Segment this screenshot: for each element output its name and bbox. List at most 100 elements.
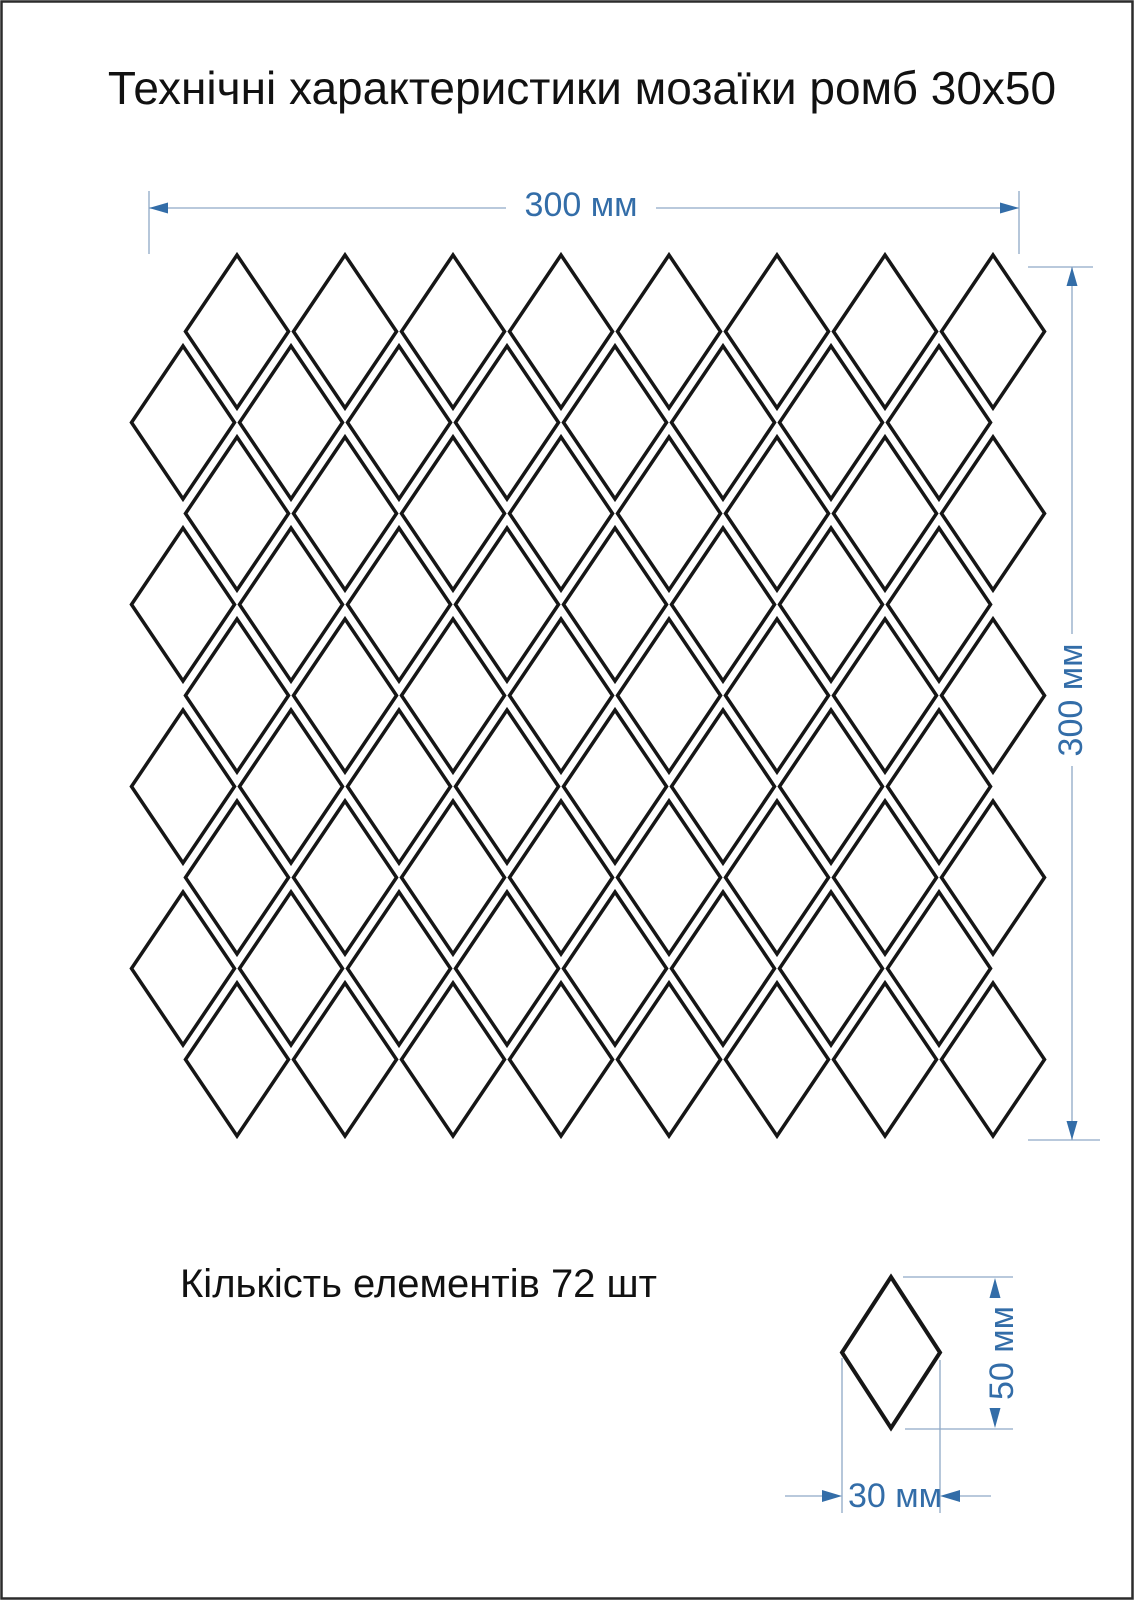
mosaic-tile xyxy=(561,706,669,867)
mosaic-tile xyxy=(183,797,291,958)
mosaic-tile xyxy=(939,979,1047,1140)
page-title: Технічні характеристики мозаїки ромб 30х… xyxy=(108,62,1056,114)
mosaic-tile xyxy=(831,797,939,958)
arrow-right-icon xyxy=(822,1490,842,1502)
mosaic-tile xyxy=(237,342,345,503)
arrow-left-icon xyxy=(149,202,168,214)
sheet-width-label: 300 мм xyxy=(525,186,638,224)
height-extension-lines xyxy=(1028,266,1100,1141)
mosaic-tile xyxy=(831,251,939,412)
mosaic-tile xyxy=(129,342,237,503)
tile-height-extension-lines xyxy=(903,1276,1013,1430)
mosaic-tile xyxy=(345,706,453,867)
arrow-down-icon xyxy=(1066,1121,1078,1140)
mosaic-tile xyxy=(399,433,507,594)
mosaic-tile xyxy=(723,251,831,412)
arrow-up-icon xyxy=(1066,267,1078,286)
sheet-height-dimension: 300 мм xyxy=(1028,266,1100,1141)
mosaic-tile xyxy=(939,251,1047,412)
mosaic-tile xyxy=(183,251,291,412)
mosaic-tile xyxy=(939,797,1047,958)
mosaic-tile xyxy=(291,251,399,412)
mosaic-tile xyxy=(183,615,291,776)
arrow-up-icon xyxy=(989,1278,1001,1298)
mosaic-tile xyxy=(129,524,237,685)
mosaic-tile xyxy=(129,888,237,1049)
tile-height-dimension: 50 мм xyxy=(903,1276,1021,1430)
mosaic-tile xyxy=(291,797,399,958)
mosaic-tile xyxy=(615,979,723,1140)
mosaic-tile xyxy=(615,797,723,958)
width-extension-lines xyxy=(148,191,1020,254)
mosaic-tile xyxy=(831,433,939,594)
mosaic-tile xyxy=(291,979,399,1140)
mosaic-tile xyxy=(669,524,777,685)
mosaic-tile xyxy=(291,433,399,594)
mosaic-tile xyxy=(615,615,723,776)
mosaic-tile xyxy=(723,615,831,776)
tile-detail: 50 мм 30 мм xyxy=(785,1273,1021,1515)
mosaic-tile xyxy=(399,251,507,412)
mosaic-tile xyxy=(453,524,561,685)
mosaic-tile xyxy=(399,615,507,776)
mosaic-tile xyxy=(345,524,453,685)
mosaic-tile xyxy=(237,888,345,1049)
mosaic-tile xyxy=(723,797,831,958)
mosaic-tile xyxy=(507,251,615,412)
tile-height-label: 50 мм xyxy=(983,1306,1021,1400)
mosaic-tile xyxy=(615,433,723,594)
mosaic-tile xyxy=(669,706,777,867)
mosaic-tile xyxy=(183,433,291,594)
arrow-left-icon xyxy=(940,1490,960,1502)
mosaic-tile xyxy=(777,706,885,867)
mosaic-tile xyxy=(777,342,885,503)
mosaic-tile xyxy=(939,615,1047,776)
tile-width-dimension: 30 мм xyxy=(785,1358,991,1515)
sheet-height-label: 300 мм xyxy=(1052,644,1090,757)
mosaic-tile xyxy=(885,706,993,867)
mosaic-tile xyxy=(831,979,939,1140)
element-count-note: Кількість елементів 72 шт xyxy=(180,1262,657,1306)
mosaic-tile xyxy=(345,888,453,1049)
arrow-down-icon xyxy=(989,1408,1001,1428)
mosaic-tile xyxy=(723,979,831,1140)
mosaic-tile xyxy=(129,706,237,867)
mosaic-tile xyxy=(453,342,561,503)
mosaic-tile xyxy=(183,979,291,1140)
mosaic-tile xyxy=(507,979,615,1140)
mosaic-tile xyxy=(831,615,939,776)
mosaic-grid xyxy=(129,251,1047,1140)
mosaic-tile xyxy=(399,797,507,958)
mosaic-tile xyxy=(507,797,615,958)
mosaic-tile xyxy=(453,706,561,867)
mosaic-tile xyxy=(885,888,993,1049)
mosaic-tile xyxy=(669,342,777,503)
mosaic-tile xyxy=(507,615,615,776)
mosaic-tile xyxy=(345,342,453,503)
mosaic-tile xyxy=(723,433,831,594)
tile-width-label: 30 мм xyxy=(848,1477,942,1515)
tile-detail-shape xyxy=(839,1273,943,1432)
mosaic-tile xyxy=(561,524,669,685)
mosaic-tile xyxy=(561,888,669,1049)
mosaic-tile xyxy=(885,524,993,685)
mosaic-tile xyxy=(291,615,399,776)
mosaic-tile xyxy=(939,433,1047,594)
mosaic-tile xyxy=(399,979,507,1140)
sheet-width-dimension: 300 мм xyxy=(148,186,1020,254)
mosaic-tile xyxy=(561,342,669,503)
mosaic-tile xyxy=(237,524,345,685)
mosaic-tile xyxy=(453,888,561,1049)
mosaic-tile xyxy=(615,251,723,412)
mosaic-tile xyxy=(669,888,777,1049)
mosaic-tile xyxy=(237,706,345,867)
mosaic-tile xyxy=(885,342,993,503)
arrow-right-icon xyxy=(1000,202,1019,214)
mosaic-tile xyxy=(777,524,885,685)
mosaic-tile xyxy=(507,433,615,594)
mosaic-tile xyxy=(777,888,885,1049)
tile-width-extension-lines xyxy=(841,1358,941,1513)
